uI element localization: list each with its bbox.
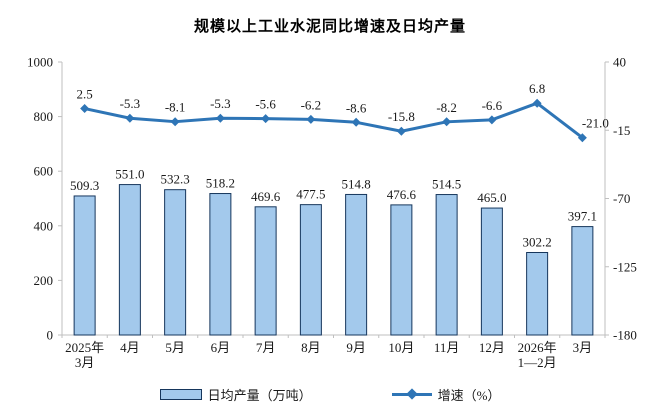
- x-axis-label: 6月: [211, 340, 231, 355]
- left-axis-tick-label: 200: [34, 273, 54, 288]
- x-axis-label: 3月: [75, 355, 95, 370]
- right-axis-tick-label: -180: [613, 328, 637, 343]
- bar-value-label: 509.3: [70, 178, 99, 193]
- right-axis-tick-label: -125: [613, 259, 637, 274]
- bar-value-label: 514.8: [342, 176, 371, 191]
- chart-title: 规模以上工业水泥同比增速及日均产量: [193, 17, 466, 35]
- chart-legend: 日均产量（万吨） 增速（%）: [0, 380, 660, 408]
- bar-value-label: 469.6: [251, 189, 281, 204]
- line-value-label: -6.2: [301, 97, 322, 112]
- bar-value-label: 302.2: [523, 234, 552, 249]
- left-axis-tick-label: 800: [34, 109, 54, 124]
- bar-value-label: 397.1: [568, 209, 597, 224]
- line-value-label: -8.6: [346, 100, 367, 115]
- line-value-label: -5.3: [120, 96, 141, 111]
- bar: [209, 193, 232, 336]
- growth-line: [84, 101, 584, 139]
- bar-value-label: 465.0: [477, 190, 506, 205]
- line-value-label: 2.5: [77, 87, 93, 102]
- bar: [299, 204, 322, 336]
- legend-daily-output-label: 日均产量（万吨）: [207, 387, 312, 403]
- line-marker-diamond: [80, 104, 90, 114]
- line-marker-diamond: [396, 126, 406, 136]
- bar: [526, 251, 549, 336]
- right-axis-tick-label: -70: [613, 191, 630, 206]
- line-value-label: -5.3: [210, 96, 231, 111]
- bar: [480, 207, 503, 336]
- bar-value-label: 514.5: [432, 177, 461, 192]
- left-axis-tick-label: 400: [34, 218, 54, 233]
- x-axis-label: 12月: [479, 340, 505, 355]
- legend-growth-rate-label: 增速（%）: [437, 387, 501, 403]
- right-axis-tick-label: 40: [613, 55, 626, 70]
- bar-value-label: 477.5: [296, 187, 325, 202]
- x-axis-label: 1—2月: [518, 355, 557, 370]
- x-axis-label: 9月: [346, 340, 366, 355]
- x-axis-label: 2026年: [518, 340, 557, 355]
- line-marker-diamond: [261, 114, 271, 124]
- left-axis-tick-label: 1000: [27, 55, 53, 70]
- x-axis-label: 4月: [120, 340, 140, 355]
- line-value-label: -15.8: [388, 109, 415, 124]
- line-value-label: 6.8: [529, 81, 545, 96]
- line-marker-diamond: [215, 113, 225, 123]
- line-marker-diamond: [577, 133, 587, 143]
- bar: [571, 226, 594, 336]
- line-marker-diamond: [351, 117, 361, 127]
- bar: [73, 195, 96, 336]
- bar-value-label: 551.0: [115, 167, 144, 182]
- bar: [164, 189, 187, 336]
- x-axis-label: 10月: [388, 340, 414, 355]
- bar: [118, 184, 141, 336]
- line-value-label: -5.6: [255, 97, 276, 112]
- x-axis-label: 7月: [256, 340, 276, 355]
- bar-value-label: 532.3: [161, 172, 190, 187]
- bar-value-label: 476.6: [387, 187, 417, 202]
- line-marker-diamond: [487, 115, 497, 125]
- left-axis-tick-label: 600: [34, 164, 54, 179]
- bar: [254, 206, 277, 336]
- bar: [390, 204, 413, 336]
- x-axis-label: 3月: [573, 340, 593, 355]
- legend-item-growth-rate: 增速（%）: [391, 385, 501, 404]
- bar-series-swatch-icon: [159, 388, 202, 400]
- bar-value-label: 518.2: [206, 176, 235, 191]
- line-marker-diamond: [170, 117, 180, 127]
- line-marker-diamond: [306, 114, 316, 124]
- bar: [435, 194, 458, 336]
- x-axis-label: 2025年: [65, 340, 104, 355]
- legend-item-daily-output: 日均产量（万吨）: [159, 385, 312, 404]
- line-value-label: -6.6: [482, 98, 503, 113]
- bar: [345, 193, 368, 336]
- line-value-label: -21.0: [582, 116, 609, 131]
- line-value-label: -8.2: [436, 100, 457, 115]
- left-axis-tick-label: 0: [47, 328, 54, 343]
- right-axis-tick-label: -15: [613, 123, 630, 138]
- line-series-swatch-icon: [391, 388, 432, 400]
- line-marker-diamond: [532, 98, 542, 108]
- x-axis-label: 8月: [301, 340, 321, 355]
- line-marker-diamond: [442, 117, 452, 127]
- line-marker-diamond: [125, 113, 135, 123]
- x-axis-label: 5月: [165, 340, 185, 355]
- line-value-label: -8.1: [165, 100, 186, 115]
- chart-plot-area: 1000 800 600 400 200 0 40 -15 -70 -125 -180 509.3 55…: [27, 55, 637, 371]
- x-axis-label: 11月: [434, 340, 460, 355]
